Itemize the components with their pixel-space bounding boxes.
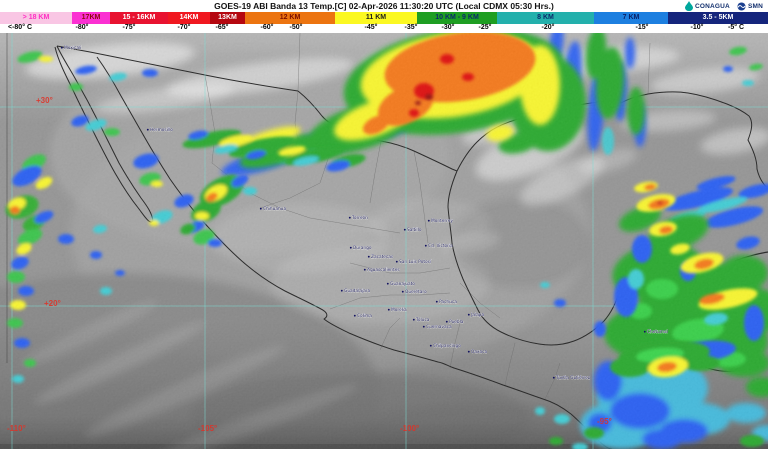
city-label: Chetumal — [647, 329, 668, 335]
scale-segment: 3.5 - 5KM — [668, 12, 768, 24]
scale-segment: 8 KM — [497, 12, 594, 24]
city-labels: Mexicali Hermosillo Chihuahua Torreón Monter… — [60, 45, 668, 381]
city-label: Mexicali — [64, 45, 81, 51]
scale-segment: 11 KM — [335, 12, 417, 24]
temp-tick-label: -80° — [75, 24, 89, 31]
city-dot — [353, 314, 356, 317]
temp-tick-label: -5° C — [727, 24, 745, 31]
city-dot — [412, 318, 415, 321]
scale-segment: 17KM — [72, 12, 110, 24]
scale-segment: 13KM — [210, 12, 245, 24]
city-dot — [422, 325, 425, 328]
city-label: Colima — [357, 313, 372, 319]
city-label: San Luis Potosí — [399, 258, 432, 265]
city-dot — [349, 246, 352, 249]
city-dot — [395, 260, 398, 263]
city-label: Toluca — [415, 317, 430, 323]
temp-tick-label: -10° — [690, 24, 704, 31]
temp-tick-label: -65° — [215, 24, 229, 31]
temp-tick-label: -20° — [541, 24, 555, 31]
city-label: Querétaro — [405, 288, 427, 295]
city-dot — [403, 228, 406, 231]
temperature-scale-labels: <-80° C -80° -75° -70° -65° -60° -50° -45° -35° -… — [0, 24, 768, 33]
satellite-map: Mexicali Hermosillo Chihuahua Torreón Monter… — [0, 33, 768, 449]
temp-tick-label: <-80° C — [7, 24, 33, 31]
city-dot — [146, 128, 149, 131]
conagua-label: CONAGUA — [694, 2, 730, 10]
city-label: Cuernavaca — [426, 324, 452, 330]
scale-segment: 14KM — [168, 12, 210, 24]
city-dot — [445, 320, 448, 323]
city-label: Saltillo — [407, 227, 422, 233]
city-dot — [386, 282, 389, 285]
city-label: Cd. Victoria — [428, 243, 453, 249]
city-dot — [435, 300, 438, 303]
grid-label: +20° — [44, 299, 61, 308]
temp-tick-label: -25° — [478, 24, 492, 31]
image-title: GOES-19 ABI Banda 13 Temp.[C] 02-Apr-202… — [0, 0, 768, 12]
city-dot — [643, 330, 646, 333]
scale-segment: 12 KM — [245, 12, 335, 24]
temp-tick-label: -75° — [122, 24, 136, 31]
city-dot — [259, 207, 262, 210]
grid-label: -105° — [198, 424, 217, 433]
city-label: Jalapa — [470, 312, 484, 318]
city-dot — [467, 313, 470, 316]
grid-label: -110° — [7, 424, 26, 433]
city-dot — [340, 289, 343, 292]
smn-logo: SMN — [737, 1, 763, 11]
city-dot — [60, 46, 63, 49]
city-label: Chilpancingo — [433, 343, 461, 349]
conagua-logo: CONAGUA — [684, 1, 730, 11]
temp-tick-label: -30° — [441, 24, 455, 31]
city-dot — [427, 219, 430, 222]
grid-label: -95° — [597, 417, 612, 426]
city-dot — [367, 255, 370, 258]
color-scale-bar: > 18 KM 17KM 15 - 16KM 14KM 13KM 12 KM 11 KM 10… — [0, 12, 768, 24]
city-label: Zacatecas — [371, 254, 394, 260]
city-label: Oaxaca — [471, 349, 488, 355]
grid-label: -100° — [400, 424, 419, 433]
agency-logos: CONAGUA SMN — [681, 0, 766, 12]
city-label: Pachuca — [439, 299, 457, 305]
city-dot — [552, 376, 555, 379]
water-drop-icon — [684, 1, 693, 11]
grid-label: +30° — [36, 96, 53, 105]
scale-segment: 15 - 16KM — [110, 12, 168, 24]
city-label: Guadalajara — [344, 288, 370, 294]
city-label: Hermosillo — [150, 127, 173, 133]
city-label: Monterrey — [431, 218, 453, 224]
smn-icon — [737, 1, 746, 11]
temp-tick-label: -70° — [177, 24, 191, 31]
city-dot — [429, 344, 432, 347]
city-label: Aguascalientes — [367, 267, 400, 273]
temp-tick-label: -50° — [289, 24, 303, 31]
city-dot — [387, 308, 390, 311]
city-label: Torreón — [351, 214, 368, 221]
city-label: Puebla — [449, 319, 464, 325]
scale-segment: > 18 KM — [0, 12, 72, 24]
temp-tick-label: -45° — [364, 24, 378, 31]
city-label: Durango — [353, 245, 372, 251]
city-label: Guanajuato — [390, 281, 415, 287]
noise-overlay — [0, 33, 768, 449]
temp-tick-label: -15° — [635, 24, 649, 31]
grid-coordinate-labels: +30° +20° -110° -105° -100° -95° — [7, 96, 612, 433]
city-dot — [363, 268, 366, 271]
city-dot — [348, 216, 351, 219]
city-label: Morelia — [391, 307, 407, 313]
city-label: Chihuahua — [263, 206, 286, 212]
temp-tick-label: -35° — [404, 24, 418, 31]
city-dot — [401, 290, 404, 293]
temp-tick-label: -60° — [260, 24, 274, 31]
city-label: Tuxtla Gutiérrez — [555, 374, 591, 381]
scale-segment: 10 KM - 9 KM — [417, 12, 497, 24]
city-dot — [467, 350, 470, 353]
city-dot — [424, 244, 427, 247]
scale-segment: 7 KM — [594, 12, 668, 24]
smn-label: SMN — [747, 2, 763, 10]
